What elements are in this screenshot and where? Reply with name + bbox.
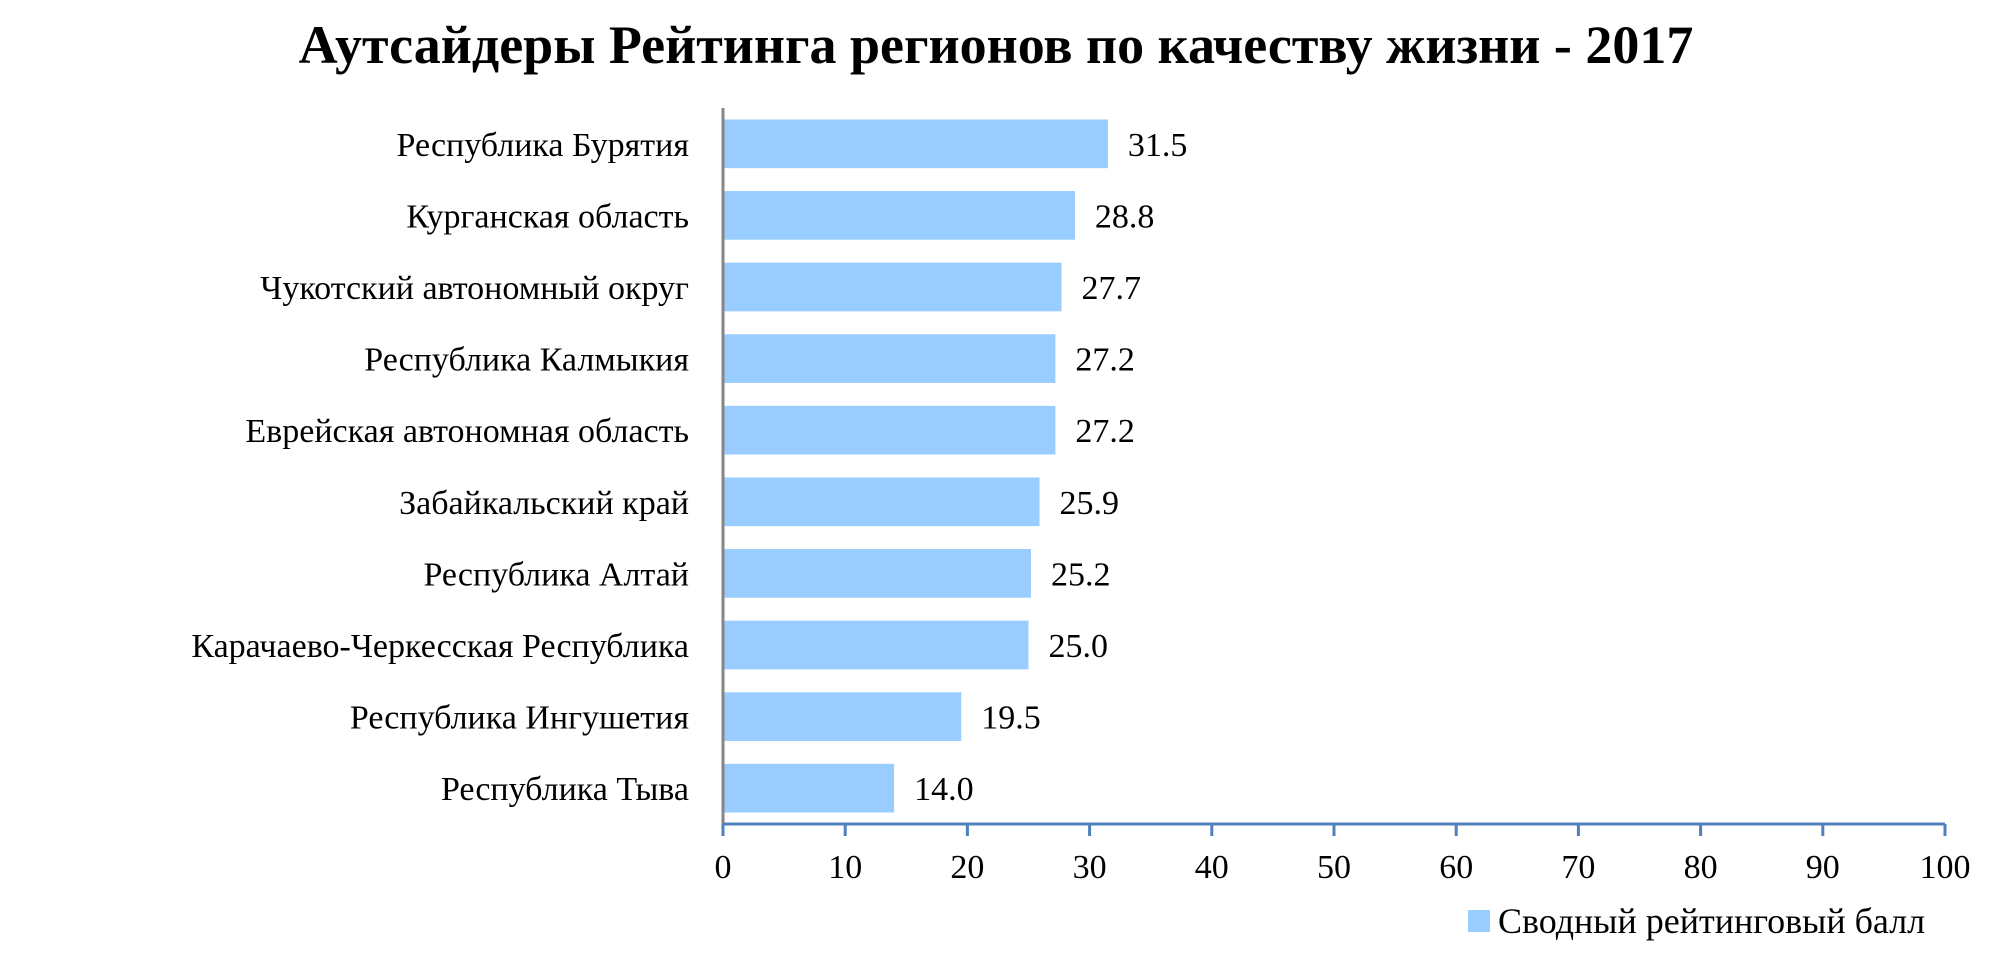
category-label: Забайкальский край [399, 485, 689, 522]
bar [723, 262, 1062, 312]
bar [723, 549, 1031, 598]
bar [723, 477, 1040, 527]
data-label: 28.8 [1095, 198, 1155, 235]
data-label: 27.2 [1075, 413, 1135, 450]
data-label: 27.7 [1081, 270, 1141, 307]
x-tick-label: 20 [950, 849, 984, 886]
category-label: Курганская область [406, 198, 689, 235]
category-label: Республика Ингушетия [350, 700, 689, 737]
bar [723, 119, 1108, 169]
data-label: 27.2 [1075, 342, 1135, 379]
x-tick-label: 50 [1317, 849, 1351, 886]
x-tick-label: 100 [1920, 849, 1971, 886]
bar [723, 405, 1056, 455]
data-label: 25.0 [1049, 628, 1109, 665]
x-tick-label: 10 [828, 849, 862, 886]
data-label: 19.5 [981, 700, 1041, 737]
category-label: Республика Бурятия [397, 127, 690, 164]
data-label: 31.5 [1128, 127, 1188, 164]
bar [723, 191, 1075, 240]
category-label: Чукотский автономный округ [260, 270, 689, 307]
x-tick-label: 90 [1806, 849, 1840, 886]
x-tick-label: 60 [1439, 849, 1473, 886]
bar [723, 692, 962, 741]
legend: Сводный рейтинговый балл [1468, 900, 1925, 942]
category-label: Карачаево-Черкесская Республика [191, 628, 689, 665]
legend-label: Сводный рейтинговый балл [1498, 901, 1926, 941]
category-label: Республика Тыва [441, 771, 689, 808]
category-label: Республика Алтай [423, 556, 689, 593]
bar [723, 334, 1056, 383]
x-tick-label: 70 [1561, 849, 1595, 886]
x-tick-label: 0 [715, 849, 732, 886]
bar [723, 763, 895, 813]
data-label: 25.2 [1051, 556, 1111, 593]
legend-swatch [1468, 910, 1490, 932]
category-label: Республика Калмыкия [364, 342, 689, 379]
x-tick-label: 30 [1073, 849, 1107, 886]
category-label: Еврейская автономная область [245, 413, 689, 450]
bar [723, 620, 1029, 670]
chart-title: Аутсайдеры Рейтинга регионов по качеству… [298, 15, 1694, 75]
x-tick-label: 80 [1684, 849, 1718, 886]
data-label: 14.0 [914, 771, 974, 808]
x-tick-label: 40 [1195, 849, 1229, 886]
data-label: 25.9 [1059, 485, 1119, 522]
